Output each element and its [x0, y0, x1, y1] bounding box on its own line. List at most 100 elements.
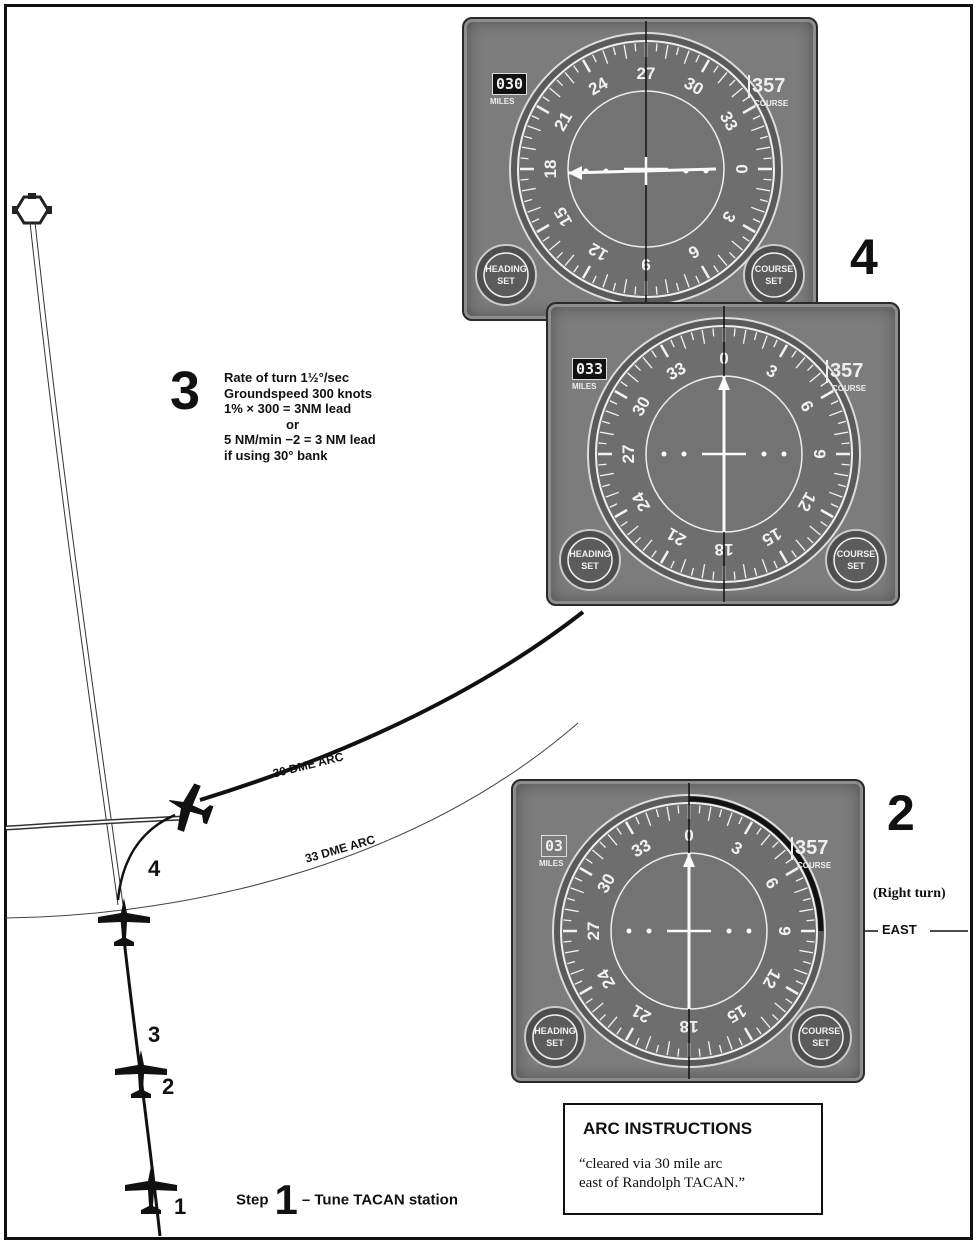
course-label: COURSE — [832, 384, 867, 393]
compass-tick — [742, 104, 756, 115]
compass-tick — [726, 812, 733, 826]
compass-tick — [795, 877, 804, 882]
compass-tick — [531, 218, 540, 223]
right-turn-label: (Right turn) — [873, 886, 946, 901]
compass-tick — [592, 275, 597, 284]
compass-tick — [598, 442, 607, 445]
compass-tick — [670, 339, 675, 348]
compass-tick — [623, 279, 628, 294]
compass-tick — [731, 87, 743, 98]
compass-tick — [570, 887, 584, 894]
compass-tick — [675, 47, 680, 56]
compass-tick — [614, 508, 628, 519]
compass-tick — [521, 187, 536, 192]
aircraft-icon — [169, 783, 214, 832]
compass-tick — [830, 400, 839, 405]
course-label: COURSE — [797, 861, 832, 870]
compass-tick — [753, 567, 758, 576]
instrument-4-label: 4 — [850, 229, 878, 285]
course-arrow-icon — [568, 166, 582, 180]
compass-tick — [579, 985, 593, 996]
compass-tick — [695, 54, 700, 63]
step-1-caption: Step 1– Tune TACAN station — [236, 1176, 458, 1224]
compass-tick — [651, 550, 657, 558]
page-border — [4, 4, 973, 1240]
compass-tick — [579, 866, 593, 877]
compass-tick — [718, 809, 723, 818]
position-4-label: 4 — [148, 856, 161, 881]
compass-tick — [602, 483, 611, 488]
compass-tick — [666, 806, 671, 821]
compass-tick — [774, 1002, 786, 1013]
compass-tick — [820, 389, 834, 400]
compass-tick — [599, 472, 614, 477]
compass-tick — [841, 442, 850, 445]
compass-tick — [799, 908, 814, 913]
compass-tick — [645, 1036, 652, 1050]
step-1-number: 1 — [274, 1176, 298, 1223]
compass-tick — [549, 87, 561, 98]
compass-tick — [564, 254, 575, 266]
step-3-text: Rate of turn 1½°/sec Groundspeed 300 kno… — [224, 370, 376, 463]
compass-tick — [799, 949, 814, 954]
compass-tick — [774, 849, 786, 860]
compass-tick — [785, 998, 793, 1004]
knob-label: HEADING — [569, 549, 611, 559]
position-1-label: 1 — [174, 1194, 187, 1219]
compass-tick — [563, 919, 572, 922]
compass-tick — [614, 389, 628, 400]
compass-tick — [841, 463, 850, 466]
compass-tick — [616, 1027, 622, 1035]
compass-tick — [751, 125, 765, 132]
compass-tick — [627, 372, 639, 383]
compass-tick — [837, 483, 846, 488]
compass-tick — [830, 503, 839, 508]
compass-tick — [707, 1041, 712, 1056]
compass-tick — [785, 866, 799, 877]
east-label: EAST — [882, 922, 917, 937]
knob-label: COURSE — [837, 549, 876, 559]
compass-tick — [742, 329, 747, 344]
compass-tick — [564, 72, 575, 84]
compass-tick — [607, 1016, 618, 1028]
compass-tick — [570, 968, 584, 975]
compass-number: 18 — [541, 160, 560, 179]
compass-tick — [556, 79, 564, 87]
compass-tick — [806, 940, 815, 943]
radial-line — [29, 221, 119, 906]
compass-tick — [829, 410, 843, 417]
deviation-dot — [661, 451, 667, 457]
compass-tick — [680, 559, 687, 573]
compass-tick — [820, 508, 834, 519]
compass-tick — [778, 344, 789, 358]
compass-tick — [806, 364, 814, 372]
compass-tick — [802, 897, 811, 902]
compass-tick — [690, 567, 695, 576]
compass-tick — [675, 282, 680, 291]
compass-tick — [743, 1027, 754, 1041]
compass-tick — [700, 59, 711, 73]
compass-tick — [809, 525, 821, 536]
compass-tick — [620, 521, 628, 527]
knob-label: HEADING — [534, 1026, 576, 1036]
compass-tick — [531, 115, 540, 120]
compass-tick — [802, 960, 811, 965]
compass-tick — [655, 43, 658, 52]
compass-tick — [563, 940, 572, 943]
compass-tick — [712, 571, 715, 580]
compass-tick — [524, 198, 533, 203]
deviation-dot — [646, 928, 652, 934]
compass-tick — [609, 503, 618, 508]
compass-tick — [733, 328, 736, 337]
knob-label: COURSE — [802, 1026, 841, 1036]
miles-display: 03 — [541, 835, 568, 857]
compass-tick — [542, 236, 550, 242]
compass-tick — [602, 420, 611, 425]
compass-tick — [753, 332, 758, 341]
compass-tick — [698, 805, 701, 814]
step-3-line: if using 30° bank — [224, 447, 328, 463]
compass-tick — [683, 274, 690, 288]
arc-30-dme — [199, 610, 585, 802]
compass-tick — [521, 146, 536, 151]
